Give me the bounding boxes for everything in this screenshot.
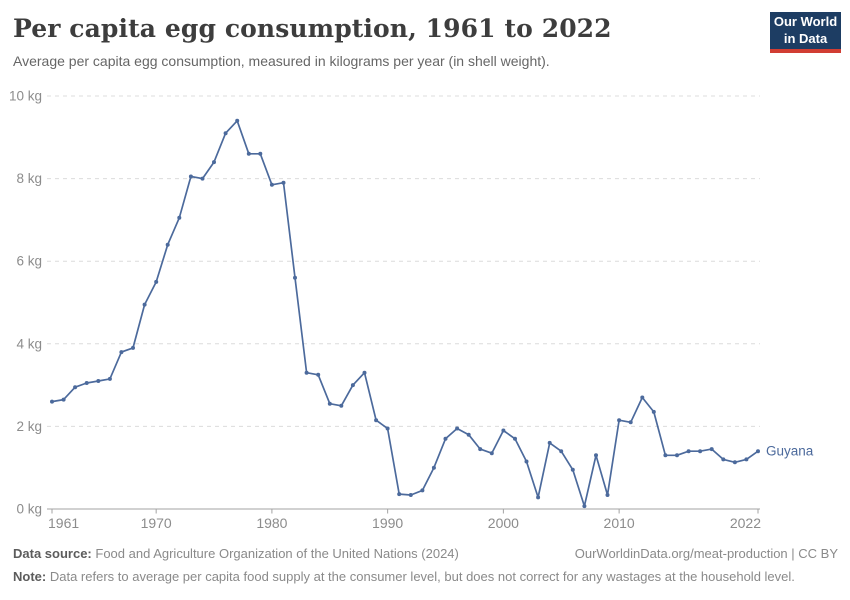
- data-point-1970[interactable]: [154, 279, 159, 284]
- y-tick-label-2kg: 2 kg: [16, 419, 42, 434]
- data-point-1988[interactable]: [362, 370, 367, 375]
- data-point-1994[interactable]: [431, 465, 436, 470]
- data-point-2019[interactable]: [721, 457, 726, 462]
- data-point-2017[interactable]: [698, 449, 703, 454]
- chart-title: Per capita egg consumption, 1961 to 2022: [13, 14, 612, 43]
- footer-note-text: Data refers to average per capita food s…: [49, 569, 795, 585]
- data-point-1983[interactable]: [304, 370, 309, 375]
- footer-link[interactable]: OurWorldinData.org/meat-production | CC …: [574, 546, 838, 561]
- data-point-2007[interactable]: [582, 504, 587, 509]
- data-point-1975[interactable]: [212, 160, 216, 165]
- data-point-2014[interactable]: [663, 453, 668, 458]
- footer-note: Note: Data refers to average per capita …: [13, 569, 838, 585]
- data-point-1974[interactable]: [200, 176, 205, 181]
- footer-datasource: Data source: Food and Agriculture Organi…: [13, 546, 459, 562]
- data-point-1993[interactable]: [420, 488, 425, 493]
- data-point-1992[interactable]: [408, 493, 413, 497]
- y-tick-label-0kg: 0 kg: [16, 502, 42, 517]
- footer-datasource-text: Food and Agriculture Organization of the…: [95, 546, 459, 561]
- data-point-2010[interactable]: [617, 418, 622, 423]
- data-point-1961[interactable]: [50, 399, 54, 404]
- y-tick-label-8kg: 8 kg: [16, 171, 42, 186]
- data-point-2018[interactable]: [709, 447, 714, 452]
- footer-note-label: Note:: [13, 569, 47, 585]
- data-point-1963[interactable]: [73, 385, 78, 390]
- data-point-2000[interactable]: [501, 428, 506, 433]
- owid-logo-line1: Our World: [773, 14, 838, 30]
- data-point-2002[interactable]: [524, 459, 529, 464]
- data-point-1982[interactable]: [293, 275, 297, 280]
- data-point-2013[interactable]: [651, 409, 656, 414]
- x-tick-label-1990: 1990: [372, 515, 403, 531]
- data-point-1995[interactable]: [443, 436, 448, 441]
- y-tick-label-4kg: 4 kg: [16, 336, 42, 351]
- x-tick-label-1961: 1961: [48, 515, 79, 531]
- data-point-1989[interactable]: [374, 418, 379, 423]
- data-point-1981[interactable]: [281, 180, 286, 185]
- data-point-1964[interactable]: [84, 381, 89, 385]
- chart-svg: 0 kg 2 kg 4 kg 6 kg 8 kg 10 kg 1961 1970 1980 199…: [9, 89, 814, 532]
- data-point-1962[interactable]: [61, 397, 66, 402]
- data-point-2005[interactable]: [559, 449, 564, 454]
- data-point-1985[interactable]: [327, 401, 332, 406]
- data-point-2022[interactable]: [756, 449, 760, 454]
- data-point-2003[interactable]: [536, 495, 541, 500]
- chart-header: Per capita egg consumption, 1961 to 2022…: [13, 14, 755, 70]
- data-point-1969[interactable]: [142, 302, 147, 307]
- data-point-2015[interactable]: [675, 453, 679, 458]
- data-point-1968[interactable]: [131, 345, 135, 350]
- y-tick-label-6kg: 6 kg: [16, 254, 42, 269]
- data-point-1997[interactable]: [466, 432, 471, 437]
- data-point-2008[interactable]: [594, 453, 598, 458]
- data-point-2021[interactable]: [744, 457, 749, 462]
- owid-logo[interactable]: Our World in Data: [770, 12, 841, 53]
- data-point-1991[interactable]: [397, 492, 402, 497]
- data-point-1971[interactable]: [165, 242, 170, 247]
- data-point-1978[interactable]: [246, 151, 251, 156]
- data-point-1980[interactable]: [269, 182, 274, 187]
- data-point-1967[interactable]: [119, 350, 124, 355]
- data-point-1984[interactable]: [316, 372, 321, 377]
- data-point-1990[interactable]: [385, 426, 390, 431]
- data-point-1996[interactable]: [455, 426, 460, 431]
- x-tick-label-1980: 1980: [256, 515, 287, 531]
- data-point-1987[interactable]: [350, 383, 355, 388]
- x-tick-label-2022: 2022: [730, 515, 761, 531]
- data-point-1973[interactable]: [188, 174, 193, 179]
- x-tick-label-1970: 1970: [141, 515, 172, 531]
- data-point-1972[interactable]: [177, 215, 182, 220]
- line-guyana[interactable]: [51, 119, 759, 507]
- x-tick-label-2000: 2000: [488, 515, 519, 531]
- x-tick-label-2010: 2010: [604, 515, 635, 531]
- data-point-1966[interactable]: [107, 376, 112, 381]
- data-point-2016[interactable]: [686, 449, 691, 454]
- owid-logo-line2: in Data: [783, 30, 828, 46]
- data-point-1999[interactable]: [489, 451, 494, 456]
- chart-subtitle: Average per capita egg consumption, meas…: [13, 53, 550, 69]
- footer-datasource-label: Data source:: [13, 546, 92, 561]
- data-point-2011[interactable]: [628, 420, 633, 425]
- data-point-1998[interactable]: [478, 447, 483, 452]
- data-point-2006[interactable]: [570, 467, 575, 472]
- data-point-1965[interactable]: [96, 379, 101, 383]
- data-point-2009[interactable]: [605, 493, 610, 497]
- data-point-2004[interactable]: [547, 440, 552, 445]
- chart-footer: Data source: Food and Agriculture Organi…: [13, 546, 838, 586]
- data-point-2012[interactable]: [640, 395, 645, 400]
- series-label-guyana[interactable]: Guyana: [766, 444, 814, 459]
- data-point-1979[interactable]: [258, 151, 263, 156]
- data-point-1986[interactable]: [339, 403, 344, 408]
- data-point-2001[interactable]: [513, 436, 517, 441]
- data-point-2020[interactable]: [732, 460, 737, 465]
- data-point-1976[interactable]: [223, 131, 228, 136]
- data-point-1977[interactable]: [235, 118, 240, 123]
- y-tick-label-10kg: 10 kg: [9, 89, 42, 104]
